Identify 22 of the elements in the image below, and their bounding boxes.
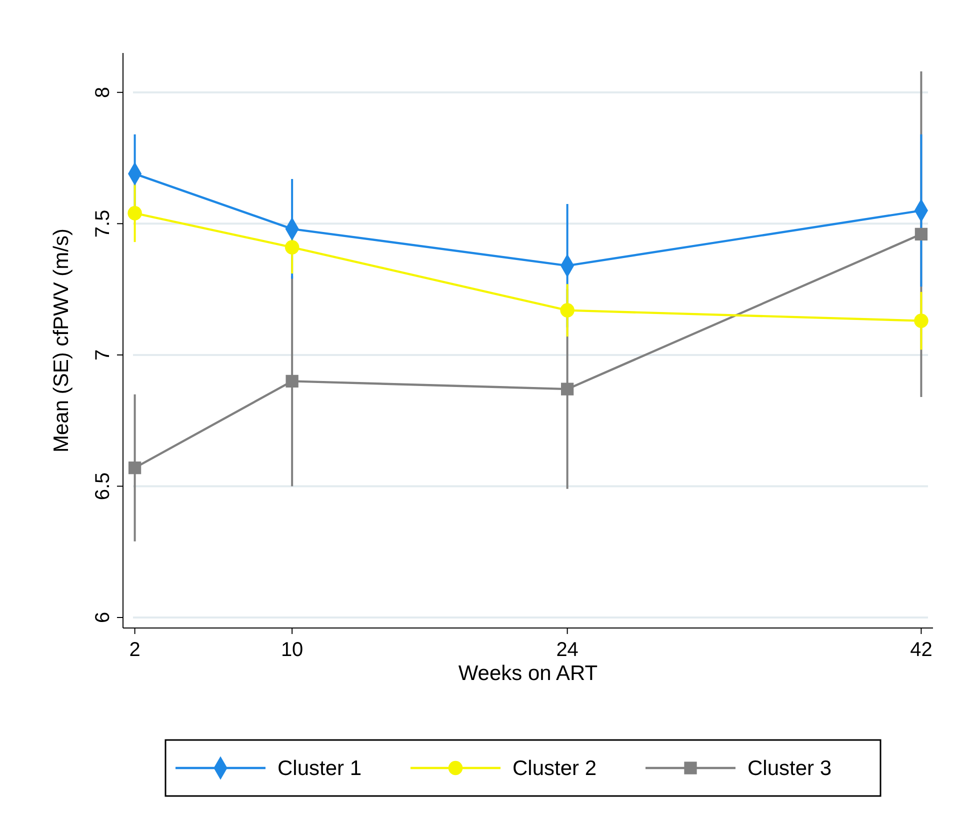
legend-label: Cluster 2 — [512, 757, 597, 780]
legend-label: Cluster 1 — [278, 757, 362, 780]
x-tick-label: 24 — [556, 639, 578, 661]
legend-label: Cluster 3 — [748, 757, 832, 780]
point — [286, 374, 298, 388]
point — [914, 228, 928, 240]
point — [560, 382, 574, 396]
x-axis-title: Weeks on ART — [458, 662, 598, 685]
x-tick-label: 42 — [910, 639, 932, 661]
point — [284, 240, 300, 254]
x-tick-label: 2 — [129, 639, 140, 661]
y-tick-label: 6 — [92, 612, 114, 624]
y-tick-label: 7 — [92, 349, 114, 361]
point — [128, 206, 142, 220]
y-tick-label: 7.5 — [92, 210, 114, 238]
point — [128, 462, 142, 474]
point — [560, 303, 574, 318]
y-tick-label: 8 — [92, 86, 114, 98]
x-tick-label: 10 — [280, 639, 304, 661]
y-tick-label: 6.5 — [92, 472, 114, 500]
y-axis-title: Mean (SE) cfPWV (m/s) — [50, 228, 73, 453]
point — [914, 314, 928, 328]
